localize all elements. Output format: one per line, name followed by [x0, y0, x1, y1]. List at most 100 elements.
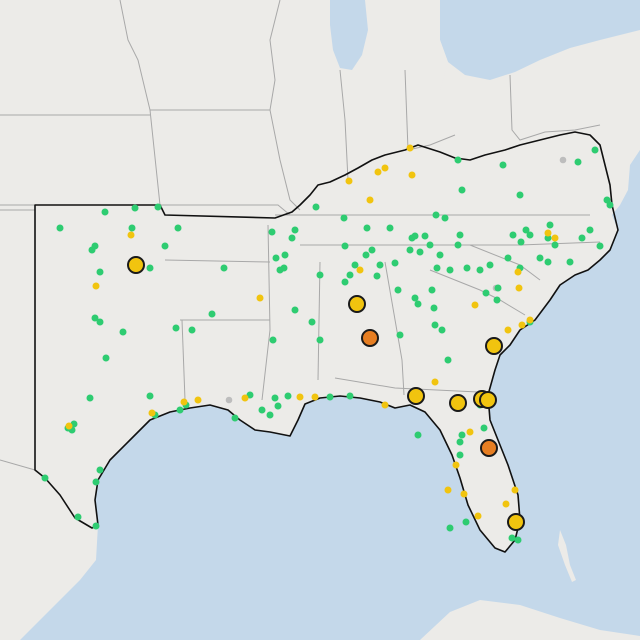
green-marker[interactable]	[316, 336, 324, 344]
green-marker[interactable]	[41, 474, 49, 482]
green-marker[interactable]	[92, 522, 100, 530]
green-marker[interactable]	[421, 232, 429, 240]
green-marker[interactable]	[208, 310, 216, 318]
green-marker[interactable]	[509, 231, 517, 239]
green-marker[interactable]	[463, 264, 471, 272]
green-marker[interactable]	[154, 203, 162, 211]
yellow-marker[interactable]	[502, 500, 510, 508]
yellow-marker[interactable]	[526, 316, 534, 324]
green-marker[interactable]	[499, 161, 507, 169]
green-marker[interactable]	[291, 226, 299, 234]
yellow-marker[interactable]	[474, 512, 482, 520]
green-marker[interactable]	[444, 356, 452, 364]
green-marker[interactable]	[454, 156, 462, 164]
green-marker[interactable]	[586, 226, 594, 234]
yellow-marker[interactable]	[514, 268, 522, 276]
green-marker[interactable]	[268, 228, 276, 236]
yellow-marker[interactable]	[504, 326, 512, 334]
green-marker[interactable]	[341, 278, 349, 286]
green-marker[interactable]	[476, 266, 484, 274]
yellow-marker[interactable]	[127, 231, 135, 239]
yellow-marker[interactable]	[194, 396, 202, 404]
green-marker[interactable]	[406, 246, 414, 254]
green-marker[interactable]	[291, 306, 299, 314]
green-marker[interactable]	[446, 524, 454, 532]
green-marker[interactable]	[536, 254, 544, 262]
green-marker[interactable]	[146, 392, 154, 400]
green-marker[interactable]	[363, 224, 371, 232]
green-marker[interactable]	[96, 318, 104, 326]
green-marker[interactable]	[161, 242, 169, 250]
green-marker[interactable]	[426, 241, 434, 249]
yellow-marker[interactable]	[311, 393, 319, 401]
green-marker[interactable]	[281, 251, 289, 259]
green-marker[interactable]	[131, 204, 139, 212]
green-marker[interactable]	[416, 248, 424, 256]
yellow-marker[interactable]	[406, 144, 414, 152]
green-marker[interactable]	[391, 259, 399, 267]
green-marker[interactable]	[546, 221, 554, 229]
green-marker[interactable]	[101, 208, 109, 216]
gray-marker[interactable]	[559, 156, 567, 164]
green-marker[interactable]	[456, 438, 464, 446]
green-marker[interactable]	[188, 326, 196, 334]
green-marker[interactable]	[396, 331, 404, 339]
green-marker[interactable]	[522, 226, 530, 234]
green-marker[interactable]	[480, 424, 488, 432]
green-marker[interactable]	[606, 201, 614, 209]
yellow-marker[interactable]	[65, 422, 73, 430]
green-marker[interactable]	[368, 246, 376, 254]
yellow-marker[interactable]	[408, 171, 416, 179]
green-marker[interactable]	[276, 266, 284, 274]
green-marker[interactable]	[220, 264, 228, 272]
yellow-marker[interactable]	[444, 486, 452, 494]
green-marker[interactable]	[514, 536, 522, 544]
green-marker[interactable]	[308, 318, 316, 326]
green-marker[interactable]	[376, 261, 384, 269]
green-marker[interactable]	[326, 393, 334, 401]
green-marker[interactable]	[516, 191, 524, 199]
green-marker[interactable]	[272, 254, 280, 262]
gray-marker[interactable]	[225, 396, 233, 404]
large-yellow-marker[interactable]	[348, 295, 366, 313]
green-marker[interactable]	[128, 224, 136, 232]
green-marker[interactable]	[428, 286, 436, 294]
green-marker[interactable]	[316, 271, 324, 279]
green-marker[interactable]	[504, 254, 512, 262]
green-marker[interactable]	[92, 478, 100, 486]
green-marker[interactable]	[271, 394, 279, 402]
green-marker[interactable]	[88, 246, 96, 254]
green-marker[interactable]	[288, 234, 296, 242]
yellow-marker[interactable]	[92, 282, 100, 290]
green-marker[interactable]	[74, 513, 82, 521]
green-marker[interactable]	[102, 354, 110, 362]
green-marker[interactable]	[508, 534, 516, 542]
green-marker[interactable]	[596, 242, 604, 250]
green-marker[interactable]	[346, 392, 354, 400]
yellow-marker[interactable]	[544, 229, 552, 237]
green-marker[interactable]	[411, 232, 419, 240]
green-marker[interactable]	[351, 261, 359, 269]
green-marker[interactable]	[341, 242, 349, 250]
yellow-marker[interactable]	[374, 168, 382, 176]
green-marker[interactable]	[458, 186, 466, 194]
green-marker[interactable]	[146, 264, 154, 272]
green-marker[interactable]	[482, 289, 490, 297]
green-marker[interactable]	[394, 286, 402, 294]
green-marker[interactable]	[433, 264, 441, 272]
green-marker[interactable]	[486, 261, 494, 269]
green-marker[interactable]	[494, 284, 502, 292]
yellow-marker[interactable]	[345, 177, 353, 185]
green-marker[interactable]	[462, 518, 470, 526]
green-marker[interactable]	[269, 336, 277, 344]
yellow-marker[interactable]	[296, 393, 304, 401]
green-marker[interactable]	[544, 234, 552, 242]
yellow-marker[interactable]	[515, 284, 523, 292]
yellow-marker[interactable]	[180, 398, 188, 406]
large-yellow-marker[interactable]	[449, 394, 467, 412]
yellow-marker[interactable]	[518, 321, 526, 329]
green-marker[interactable]	[386, 224, 394, 232]
green-marker[interactable]	[438, 326, 446, 334]
green-marker[interactable]	[441, 214, 449, 222]
